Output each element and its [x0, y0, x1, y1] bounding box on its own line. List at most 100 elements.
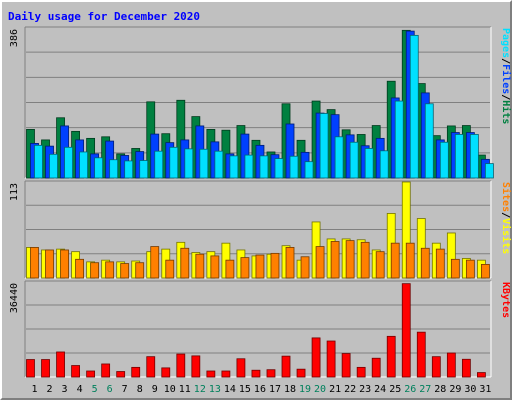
bar-sites-25 [390, 242, 400, 279]
bar-sites-3 [60, 249, 69, 279]
legend-entry: / [500, 58, 511, 64]
panel-legend: Sites/Visits [500, 182, 512, 254]
bar-pages-28 [439, 141, 449, 179]
day-label-27: 27 [419, 384, 431, 395]
bar-kbytes-16 [251, 369, 261, 378]
bar-sites-19 [300, 256, 310, 279]
day-label-7: 7 [122, 384, 128, 395]
bar-sites-11 [180, 247, 190, 279]
day-label-16: 16 [254, 384, 266, 395]
bar-sites-5 [90, 262, 100, 279]
bar-kbytes-1 [26, 359, 35, 378]
bar-kbytes-25 [386, 335, 396, 378]
panel-visits-sites: 113 Sites/Visits [9, 180, 512, 279]
legend-entry: Hits [500, 100, 512, 124]
bar-kbytes-21 [326, 340, 336, 378]
bar-pages-16 [259, 155, 269, 179]
day-label-17: 17 [269, 384, 281, 395]
bar-sites-23 [360, 241, 370, 279]
day-label-6: 6 [107, 384, 113, 395]
bar-kbytes-23 [356, 366, 366, 378]
bar-pages-23 [364, 148, 374, 179]
bar-sites-26 [405, 242, 415, 279]
bar-pages-21 [334, 136, 344, 179]
bar-pages-4 [79, 151, 88, 179]
bar-sites-18 [285, 247, 295, 279]
bar-kbytes-30 [461, 358, 471, 378]
day-label-21: 21 [329, 384, 341, 395]
bar-kbytes-10 [161, 367, 171, 378]
day-label-26: 26 [404, 384, 416, 395]
bar-sites-21 [330, 241, 340, 279]
bar-kbytes-29 [446, 352, 456, 378]
day-label-24: 24 [374, 384, 386, 395]
day-label-2: 2 [47, 384, 53, 395]
bar-sites-29 [450, 258, 460, 279]
legend-entry: KBytes [500, 282, 511, 318]
bar-kbytes-15 [236, 358, 246, 378]
bar-sites-16 [255, 254, 265, 279]
bar-sites-30 [465, 259, 475, 279]
bar-sites-17 [270, 252, 280, 279]
bar-kbytes-9 [146, 356, 156, 378]
bar-pages-8 [139, 160, 149, 179]
bar-kbytes-27 [416, 331, 426, 378]
day-label-19: 19 [299, 384, 311, 395]
bar-kbytes-8 [131, 366, 141, 378]
bar-kbytes-7 [116, 371, 126, 378]
bar-kbytes-12 [191, 355, 201, 378]
bar-kbytes-22 [341, 353, 351, 378]
bar-sites-1 [30, 247, 39, 279]
bar-pages-15 [244, 154, 254, 179]
bar-pages-22 [349, 141, 359, 179]
legend-entry: Files [500, 64, 512, 94]
day-label-3: 3 [62, 384, 68, 395]
bar-kbytes-19 [296, 368, 306, 378]
bar-pages-11 [184, 148, 194, 179]
bar-pages-31 [484, 163, 494, 179]
legend-entry: / [500, 94, 511, 100]
bar-kbytes-13 [206, 370, 216, 378]
bar-sites-8 [135, 262, 145, 279]
day-label-11: 11 [179, 384, 191, 395]
day-label-18: 18 [284, 384, 296, 395]
bar-sites-24 [375, 251, 385, 279]
day-label-15: 15 [239, 384, 251, 395]
day-label-20: 20 [314, 384, 326, 395]
day-label-25: 25 [389, 384, 401, 395]
day-label-29: 29 [449, 384, 461, 395]
panel-legend: KBytes [500, 282, 511, 318]
bar-sites-31 [480, 264, 490, 279]
bar-sites-10 [165, 259, 175, 279]
bar-kbytes-28 [431, 356, 441, 378]
bar-kbytes-3 [56, 351, 65, 378]
bar-pages-1 [34, 144, 43, 179]
day-label-23: 23 [359, 384, 371, 395]
bar-sites-7 [120, 263, 130, 279]
panel-hits-files-pages: 386 Pages/Files/Hits [9, 26, 512, 179]
bar-pages-14 [229, 155, 239, 179]
bar-pages-2 [49, 153, 58, 179]
day-label-22: 22 [344, 384, 356, 395]
legend-entry: Visits [500, 218, 512, 254]
bar-kbytes-31 [476, 372, 486, 378]
bar-kbytes-17 [266, 369, 276, 378]
day-labels: 1 2 3 4 5 6 7 8 9 10 11 12 13 14 15 16 17 18 19 20 21 22 23 24 2… [31, 384, 491, 395]
bar-pages-6 [109, 159, 119, 179]
day-label-14: 14 [224, 384, 236, 395]
chart-title: Daily usage for December 2020 [8, 10, 200, 23]
day-label-8: 8 [137, 384, 143, 395]
ymax-label: 113 [9, 183, 20, 201]
day-label-31: 31 [479, 384, 491, 395]
bar-kbytes-26 [401, 283, 411, 378]
bar-kbytes-6 [101, 363, 111, 378]
legend-entry: Sites [500, 182, 512, 212]
bar-kbytes-4 [71, 365, 80, 378]
bar-kbytes-5 [86, 370, 96, 378]
bar-pages-29 [454, 134, 464, 179]
bar-sites-22 [345, 240, 355, 279]
day-label-10: 10 [164, 384, 176, 395]
panel-legend: Pages/Files/Hits [500, 28, 512, 124]
